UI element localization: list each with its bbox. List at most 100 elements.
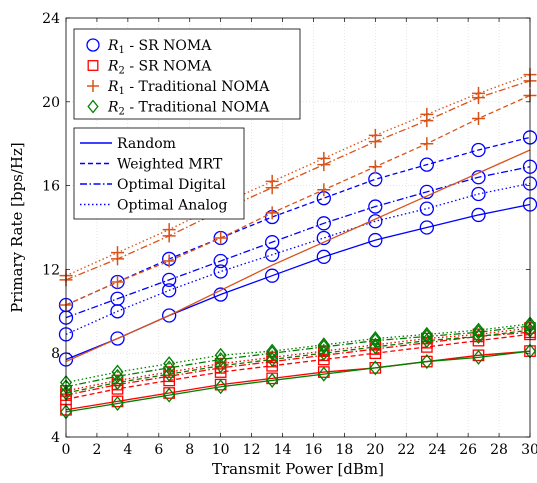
- data-point: [162, 254, 176, 268]
- data-point: [317, 151, 331, 165]
- y-tick-label: 8: [51, 346, 60, 362]
- data-point: [265, 268, 280, 283]
- x-tick-label: 20: [366, 442, 384, 458]
- legend-entry: Random: [80, 136, 176, 152]
- data-point: [317, 183, 331, 197]
- data-point: [419, 201, 434, 216]
- data-point: [111, 246, 125, 260]
- x-tick-label: 22: [397, 442, 415, 458]
- legend-label: Weighted MRT: [117, 157, 223, 173]
- data-point: [214, 379, 227, 395]
- data-point: [471, 86, 485, 100]
- x-tick-label: 0: [62, 442, 71, 458]
- series-r2-traditional-noma-solid: [59, 343, 537, 420]
- data-point: [369, 339, 382, 355]
- data-point: [368, 214, 383, 229]
- data-point: [317, 366, 330, 382]
- legend-entry: R1 - Traditional NOMA: [87, 79, 270, 97]
- x-tick-label: 30: [521, 442, 537, 458]
- series-line: [65, 333, 531, 400]
- x-tick-label: 8: [185, 442, 194, 458]
- data-point: [472, 322, 485, 338]
- series-line: [65, 149, 531, 363]
- data-point: [419, 157, 434, 172]
- data-point: [265, 247, 280, 262]
- data-point: [471, 186, 486, 202]
- data-point: [214, 358, 227, 374]
- data-point: [420, 326, 433, 342]
- legend-label: R1 - Traditional NOMA: [107, 79, 270, 97]
- data-point: [111, 395, 124, 412]
- data-point: [471, 112, 485, 126]
- data-point: [87, 60, 99, 71]
- data-point: [471, 170, 486, 185]
- data-point: [369, 330, 382, 347]
- legend-label: Optimal Digital: [117, 177, 226, 193]
- y-tick-label: 4: [51, 430, 60, 446]
- data-point: [420, 107, 434, 121]
- legend-label: R1 - SR NOMA: [107, 38, 212, 56]
- x-tick-label: 6: [154, 442, 163, 458]
- data-point: [368, 160, 382, 174]
- legend-schemes: Random Weighted MRT Optimal Digital Optimal…: [73, 127, 245, 220]
- data-point: [317, 345, 330, 361]
- x-tick-label: 26: [459, 442, 477, 458]
- x-tick-label: 4: [123, 442, 132, 458]
- data-point: [368, 128, 382, 142]
- x-tick-label: 16: [305, 442, 323, 458]
- y-tick-label: 20: [42, 95, 60, 111]
- data-point: [316, 216, 331, 231]
- data-point: [213, 253, 228, 269]
- data-point: [420, 137, 434, 151]
- plot-frame: [65, 17, 531, 438]
- data-point: [368, 199, 383, 214]
- data-point: [163, 356, 176, 372]
- series-line: [65, 136, 531, 306]
- legend-entry: Optimal Digital: [80, 177, 226, 193]
- x-tick-label: 10: [212, 442, 230, 458]
- x-tick-label: 12: [243, 442, 261, 458]
- data-point: [163, 387, 176, 403]
- legend-entry: Weighted MRT: [80, 157, 223, 173]
- data-point: [110, 331, 125, 346]
- data-point: [110, 304, 125, 319]
- x-tick-label: 2: [92, 442, 101, 458]
- y-tick-label: 16: [42, 179, 60, 195]
- legend-label: Optimal Analog: [117, 198, 227, 214]
- series-r1-traditional-noma-solid: [65, 149, 531, 363]
- series-line: [65, 182, 531, 335]
- data-point: [162, 272, 177, 288]
- data-point: [162, 283, 177, 298]
- y-tick-label: 12: [42, 262, 60, 278]
- data-point: [266, 372, 279, 388]
- data-point: [316, 230, 331, 246]
- x-tick-label: 14: [274, 442, 292, 458]
- series-line: [65, 329, 531, 394]
- data-point: [162, 223, 176, 237]
- series-r1-sr-noma-dotted: [58, 176, 537, 342]
- x-axis-label: Transmit Power [dBm]: [212, 460, 384, 478]
- data-point: [214, 347, 227, 363]
- data-point: [162, 308, 177, 323]
- data-point: [472, 349, 485, 365]
- data-point: [163, 366, 176, 382]
- data-point: [419, 220, 434, 235]
- data-point: [419, 184, 434, 200]
- y-tick-label: 24: [42, 11, 60, 27]
- legend-label: R2 - SR NOMA: [107, 59, 212, 77]
- data-point: [213, 287, 228, 302]
- series-line: [65, 94, 531, 306]
- legend-entry: R1 - SR NOMA: [86, 38, 212, 56]
- x-tick-label: 18: [335, 442, 353, 458]
- x-tick-label: 28: [490, 442, 508, 458]
- series-line: [65, 73, 531, 277]
- x-tick-label: 24: [428, 442, 446, 458]
- data-point: [111, 364, 124, 380]
- y-axis-label: Primary Rate [bps/Hz]: [8, 142, 26, 313]
- data-point: [471, 142, 486, 158]
- data-point: [266, 343, 279, 359]
- series-line: [65, 80, 531, 281]
- legend-label: R2 - Traditional NOMA: [107, 100, 270, 118]
